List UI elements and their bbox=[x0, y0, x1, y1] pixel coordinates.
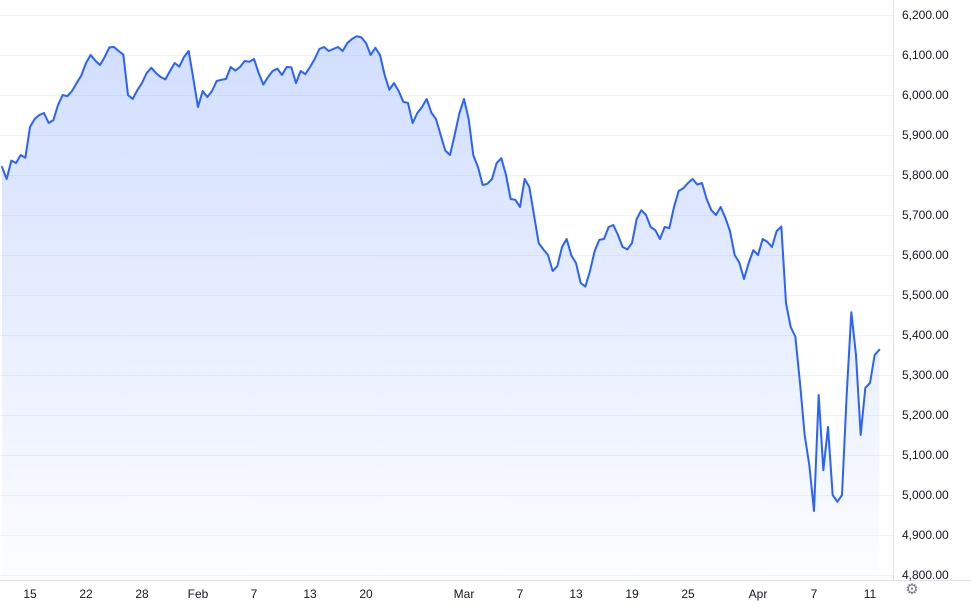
x-axis-label: Feb bbox=[187, 587, 209, 601]
x-axis-label: 7 bbox=[810, 587, 818, 601]
y-axis-label: 6,200.00 bbox=[902, 8, 949, 22]
y-axis-label: 5,900.00 bbox=[902, 128, 949, 142]
y-axis-label: 5,400.00 bbox=[902, 328, 949, 342]
y-axis-label: 5,600.00 bbox=[902, 248, 949, 262]
y-axis-label: 5,800.00 bbox=[902, 168, 949, 182]
x-axis-label: Mar bbox=[453, 587, 475, 601]
x-axis-label: 11 bbox=[863, 587, 877, 601]
y-axis-label: 6,100.00 bbox=[902, 48, 949, 62]
x-axis-label: 19 bbox=[625, 587, 639, 601]
x-axis-label: Apr bbox=[748, 587, 768, 601]
y-axis-label: 4,900.00 bbox=[902, 528, 949, 542]
y-axis-label: 5,200.00 bbox=[902, 408, 949, 422]
x-axis-label: 13 bbox=[569, 587, 583, 601]
y-axis-label: 6,000.00 bbox=[902, 88, 949, 102]
x-axis-label: 15 bbox=[23, 587, 37, 601]
y-axis-label: 5,700.00 bbox=[902, 208, 949, 222]
x-axis-label: 20 bbox=[359, 587, 373, 601]
y-axis-label: 4,800.00 bbox=[902, 568, 949, 582]
x-axis-label: 22 bbox=[79, 587, 93, 601]
axis-borders bbox=[0, 0, 971, 581]
price-line bbox=[1, 35, 881, 512]
y-axis-label: 5,500.00 bbox=[902, 288, 949, 302]
x-axis-label: 25 bbox=[681, 587, 695, 601]
y-axis-label: 5,000.00 bbox=[902, 488, 949, 502]
x-axis-label: 13 bbox=[303, 587, 317, 601]
x-axis-label: 7 bbox=[250, 587, 258, 601]
y-axis-label: 5,300.00 bbox=[902, 368, 949, 382]
x-axis-label: 28 bbox=[135, 587, 149, 601]
y-axis-label: 5,100.00 bbox=[902, 448, 949, 462]
x-axis-label: 7 bbox=[516, 587, 524, 601]
area-series bbox=[2, 36, 880, 580]
settings-gear-icon[interactable]: ⚙ bbox=[905, 581, 919, 598]
